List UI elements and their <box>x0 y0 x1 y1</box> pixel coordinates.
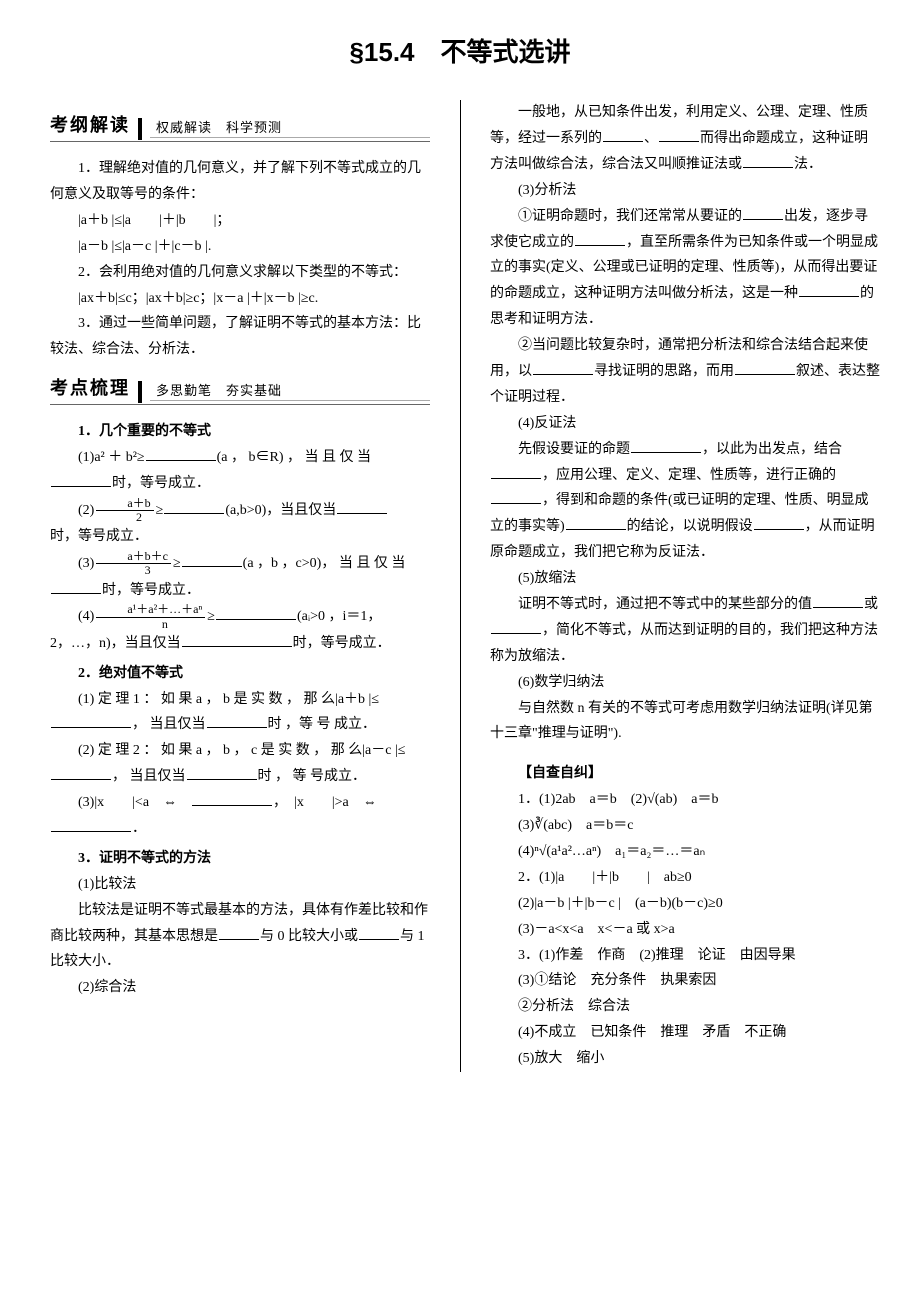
sec1-item2b: 时，等号成立． <box>50 524 430 550</box>
text: 、 <box>644 131 658 146</box>
frac-den: n <box>96 618 205 631</box>
ans-l2: (3)∛(abc) a＝b＝c <box>490 813 880 839</box>
sec3-m6h: (6)数学归纳法 <box>490 670 880 696</box>
ans-l11: (5)放大 缩小 <box>490 1046 880 1072</box>
text: 时 ，等 号 成立． <box>268 717 377 732</box>
text: 证明不等式时，通过把不等式中的某些部分的值 <box>518 597 812 612</box>
ans-l10: (4)不成立 已知条件 推理 矛盾 不正确 <box>490 1020 880 1046</box>
ans-l1: 1．(1)2ab a＝b (2)√(ab) a＝b <box>490 787 880 813</box>
frac-num: a＋b＋c <box>96 550 171 564</box>
text: ． <box>132 821 146 836</box>
text: 寻找证明的思路，而用 <box>594 364 734 379</box>
frac-num: a¹＋a²＋…＋aⁿ <box>96 603 205 617</box>
page-title: §15.4 不等式选讲 <box>0 0 920 100</box>
sec3-m4p: 先假设要证的命题，以此为出发点，结合，应用公理、定义、定理、性质等，进行正确的，… <box>490 437 880 566</box>
banner-kaogang: 考纲解读 权威解读 科学预测 <box>50 114 430 142</box>
text: 2，…，n)，当且仅当 <box>50 636 181 651</box>
kaogang-f3: |ax＋b|≤c；|ax＋b|≥c；|x－a |＋|x－b |≥c. <box>50 286 430 312</box>
text: 时，等号成立． <box>102 583 200 598</box>
banner-sub: 多思勤笔 夯实基础 <box>148 379 282 405</box>
sec3-m5p: 证明不等式时，通过把不等式中的某些部分的值 或 ，简化不等式，从而达到证明的目的，我… <box>490 592 880 670</box>
frac-num: a＋b <box>96 497 153 511</box>
sec3-m1p: 比较法是证明不等式最基本的方法，具体有作差比较和作商比较两种，其基本思想是与 0… <box>50 898 430 976</box>
sec1-item3: (3)a＋b＋c3≥(a ，b ，c>0)， 当 且 仅 当 <box>50 550 430 577</box>
text: ，以此为出发点，结合 <box>702 442 842 457</box>
kaogang-f2: |a－b |≤|a－c |＋|c－b |. <box>50 234 430 260</box>
sec1-item4b: 2，…，n)，当且仅当 时，等号成立． <box>50 631 430 657</box>
sec1-item3b: 时，等号成立． <box>50 578 430 604</box>
column-divider <box>460 100 461 1072</box>
sec1-heading: 1．几个重要的不等式 <box>50 419 430 445</box>
text: (aᵢ>0 ，i＝1， <box>297 609 381 624</box>
text: (3)|x |<a ⇔ <box>78 795 191 810</box>
answers-heading: 【自查自纠】 <box>490 761 880 787</box>
sec1-item2: (2)a＋b2≥(a,b>0)，当且仅当 <box>50 497 430 524</box>
sec3-m5h: (5)放缩法 <box>490 566 880 592</box>
banner-bar-icon <box>138 118 142 140</box>
banner-bar-icon <box>138 381 142 403</box>
sec2-item2: (2) 定 理 2 ： 如 果 a ， b ， c 是 实 数 ， 那 么|a－… <box>50 738 430 790</box>
text: (1) 定 理 1 ： 如 果 a ， b 是 实 数 ， 那 么|a＋b |≤ <box>78 692 379 707</box>
text: ， 当且仅当 <box>132 717 206 732</box>
ans-l4: 2．(1)|a |＋|b | ab≥0 <box>490 865 880 891</box>
text: 时，等号成立． <box>112 476 210 491</box>
sec3-m4h: (4)反证法 <box>490 411 880 437</box>
text: (2) 定 理 2 ： 如 果 a ， b ， c 是 实 数 ， 那 么|a－… <box>78 743 405 758</box>
sec1-item1b: 时，等号成立． <box>50 471 430 497</box>
sec2-item3b: ． <box>50 816 430 842</box>
right-column: 一般地，从已知条件出发，利用定义、公理、定理、性质等，经过一系列的、而得出命题成… <box>460 100 920 1092</box>
kaogang-p1: 1．理解绝对值的几何意义，并了解下列不等式成立的几何意义及取等号的条件： <box>50 156 430 208</box>
text: 与 0 比较大小或 <box>260 929 358 944</box>
text: 或 <box>864 597 878 612</box>
text: 法． <box>794 157 822 172</box>
text: 时，等号成立． <box>293 636 391 651</box>
sec3-m3p2: ②当问题比较复杂时，通常把分析法和综合法结合起来使用，以寻找证明的思路，而用叙述… <box>490 333 880 411</box>
ans-l8: (3)①结论 充分条件 执果索因 <box>490 968 880 994</box>
text: (a ，b ，c>0)， 当 且 仅 当 <box>243 556 406 571</box>
sec3-heading: 3．证明不等式的方法 <box>50 846 430 872</box>
banner-label: 考点梳理 <box>50 372 136 405</box>
ans-l6: (3)－a<x<a x<－a 或 x>a <box>490 917 880 943</box>
text: 先假设要证的命题 <box>518 442 630 457</box>
ans-l3: (4)ⁿ√(a¹a²…aⁿ) a₁＝a₂＝…＝aₙ <box>490 839 880 865</box>
text: ， |x |>a ⇔ <box>273 795 377 810</box>
sec3-m2h: (2)综合法 <box>50 975 430 1001</box>
sec3-m1h: (1)比较法 <box>50 872 430 898</box>
answers-block: 1．(1)2ab a＝b (2)√(ab) a＝b (3)∛(abc) a＝b＝… <box>490 787 880 1072</box>
left-column: 考纲解读 权威解读 科学预测 1．理解绝对值的几何意义，并了解下列不等式成立的几… <box>0 100 460 1092</box>
text: 的结论，以说明假设 <box>627 519 753 534</box>
sec2-item3: (3)|x |<a ⇔ ， |x |>a ⇔ <box>50 790 430 816</box>
sec3-m3p1: ①证明命题时，我们还常常从要证的出发，逐步寻求使它成立的，直至所需条件为已知条件… <box>490 204 880 333</box>
kaogang-p2: 2．会利用绝对值的几何意义求解以下类型的不等式： <box>50 260 430 286</box>
ans-l5: (2)|a－b |＋|b－c | (a－b)(b－c)≥0 <box>490 891 880 917</box>
kaogang-p3: 3．通过一些简单问题，了解证明不等式的基本方法：比较法、综合法、分析法． <box>50 311 430 363</box>
ans-l7: 3．(1)作差 作商 (2)推理 论证 由因导果 <box>490 943 880 969</box>
sec1-item4: (4)a¹＋a²＋…＋aⁿn≥(aᵢ>0 ，i＝1， <box>50 603 430 630</box>
sec2-heading: 2．绝对值不等式 <box>50 661 430 687</box>
banner-sub: 权威解读 科学预测 <box>148 116 282 142</box>
text: ，简化不等式，从而达到证明的目的，我们把这种方法称为放缩法． <box>490 623 878 664</box>
text: ①证明命题时，我们还常常从要证的 <box>518 209 742 224</box>
ans-l9: ②分析法 综合法 <box>490 994 880 1020</box>
sec3-m3h: (3)分析法 <box>490 178 880 204</box>
frac-den: 3 <box>96 564 171 577</box>
text: (a,b>0)，当且仅当 <box>225 503 336 518</box>
sec3-m2p: 一般地，从已知条件出发，利用定义、公理、定理、性质等，经过一系列的、而得出命题成… <box>490 100 880 178</box>
banner-label: 考纲解读 <box>50 109 136 142</box>
kaogang-f1: |a＋b |≤|a |＋|b |； <box>50 208 430 234</box>
text: 时 ， 等 号成立． <box>258 769 367 784</box>
sec1-item1: (1)a² ＋ b²≥ (a ， b∈R) ， 当 且 仅 当 <box>50 445 430 471</box>
two-column-layout: 考纲解读 权威解读 科学预测 1．理解绝对值的几何意义，并了解下列不等式成立的几… <box>0 100 920 1092</box>
sec3-m6p: 与自然数 n 有关的不等式可考虑用数学归纳法证明(详见第十三章"推理与证明"). <box>490 696 880 748</box>
banner-kaodian: 考点梳理 多思勤笔 夯实基础 <box>50 377 430 405</box>
text: ，应用公理、定义、定理、性质等，进行正确的 <box>542 468 836 483</box>
text: (a ， b∈R) ， 当 且 仅 当 <box>217 450 371 465</box>
frac-den: 2 <box>96 511 153 524</box>
text: ， 当且仅当 <box>112 769 186 784</box>
sec2-item1: (1) 定 理 1 ： 如 果 a ， b 是 实 数 ， 那 么|a＋b |≤… <box>50 687 430 739</box>
text: (1)a² ＋ b²≥ <box>78 450 145 465</box>
